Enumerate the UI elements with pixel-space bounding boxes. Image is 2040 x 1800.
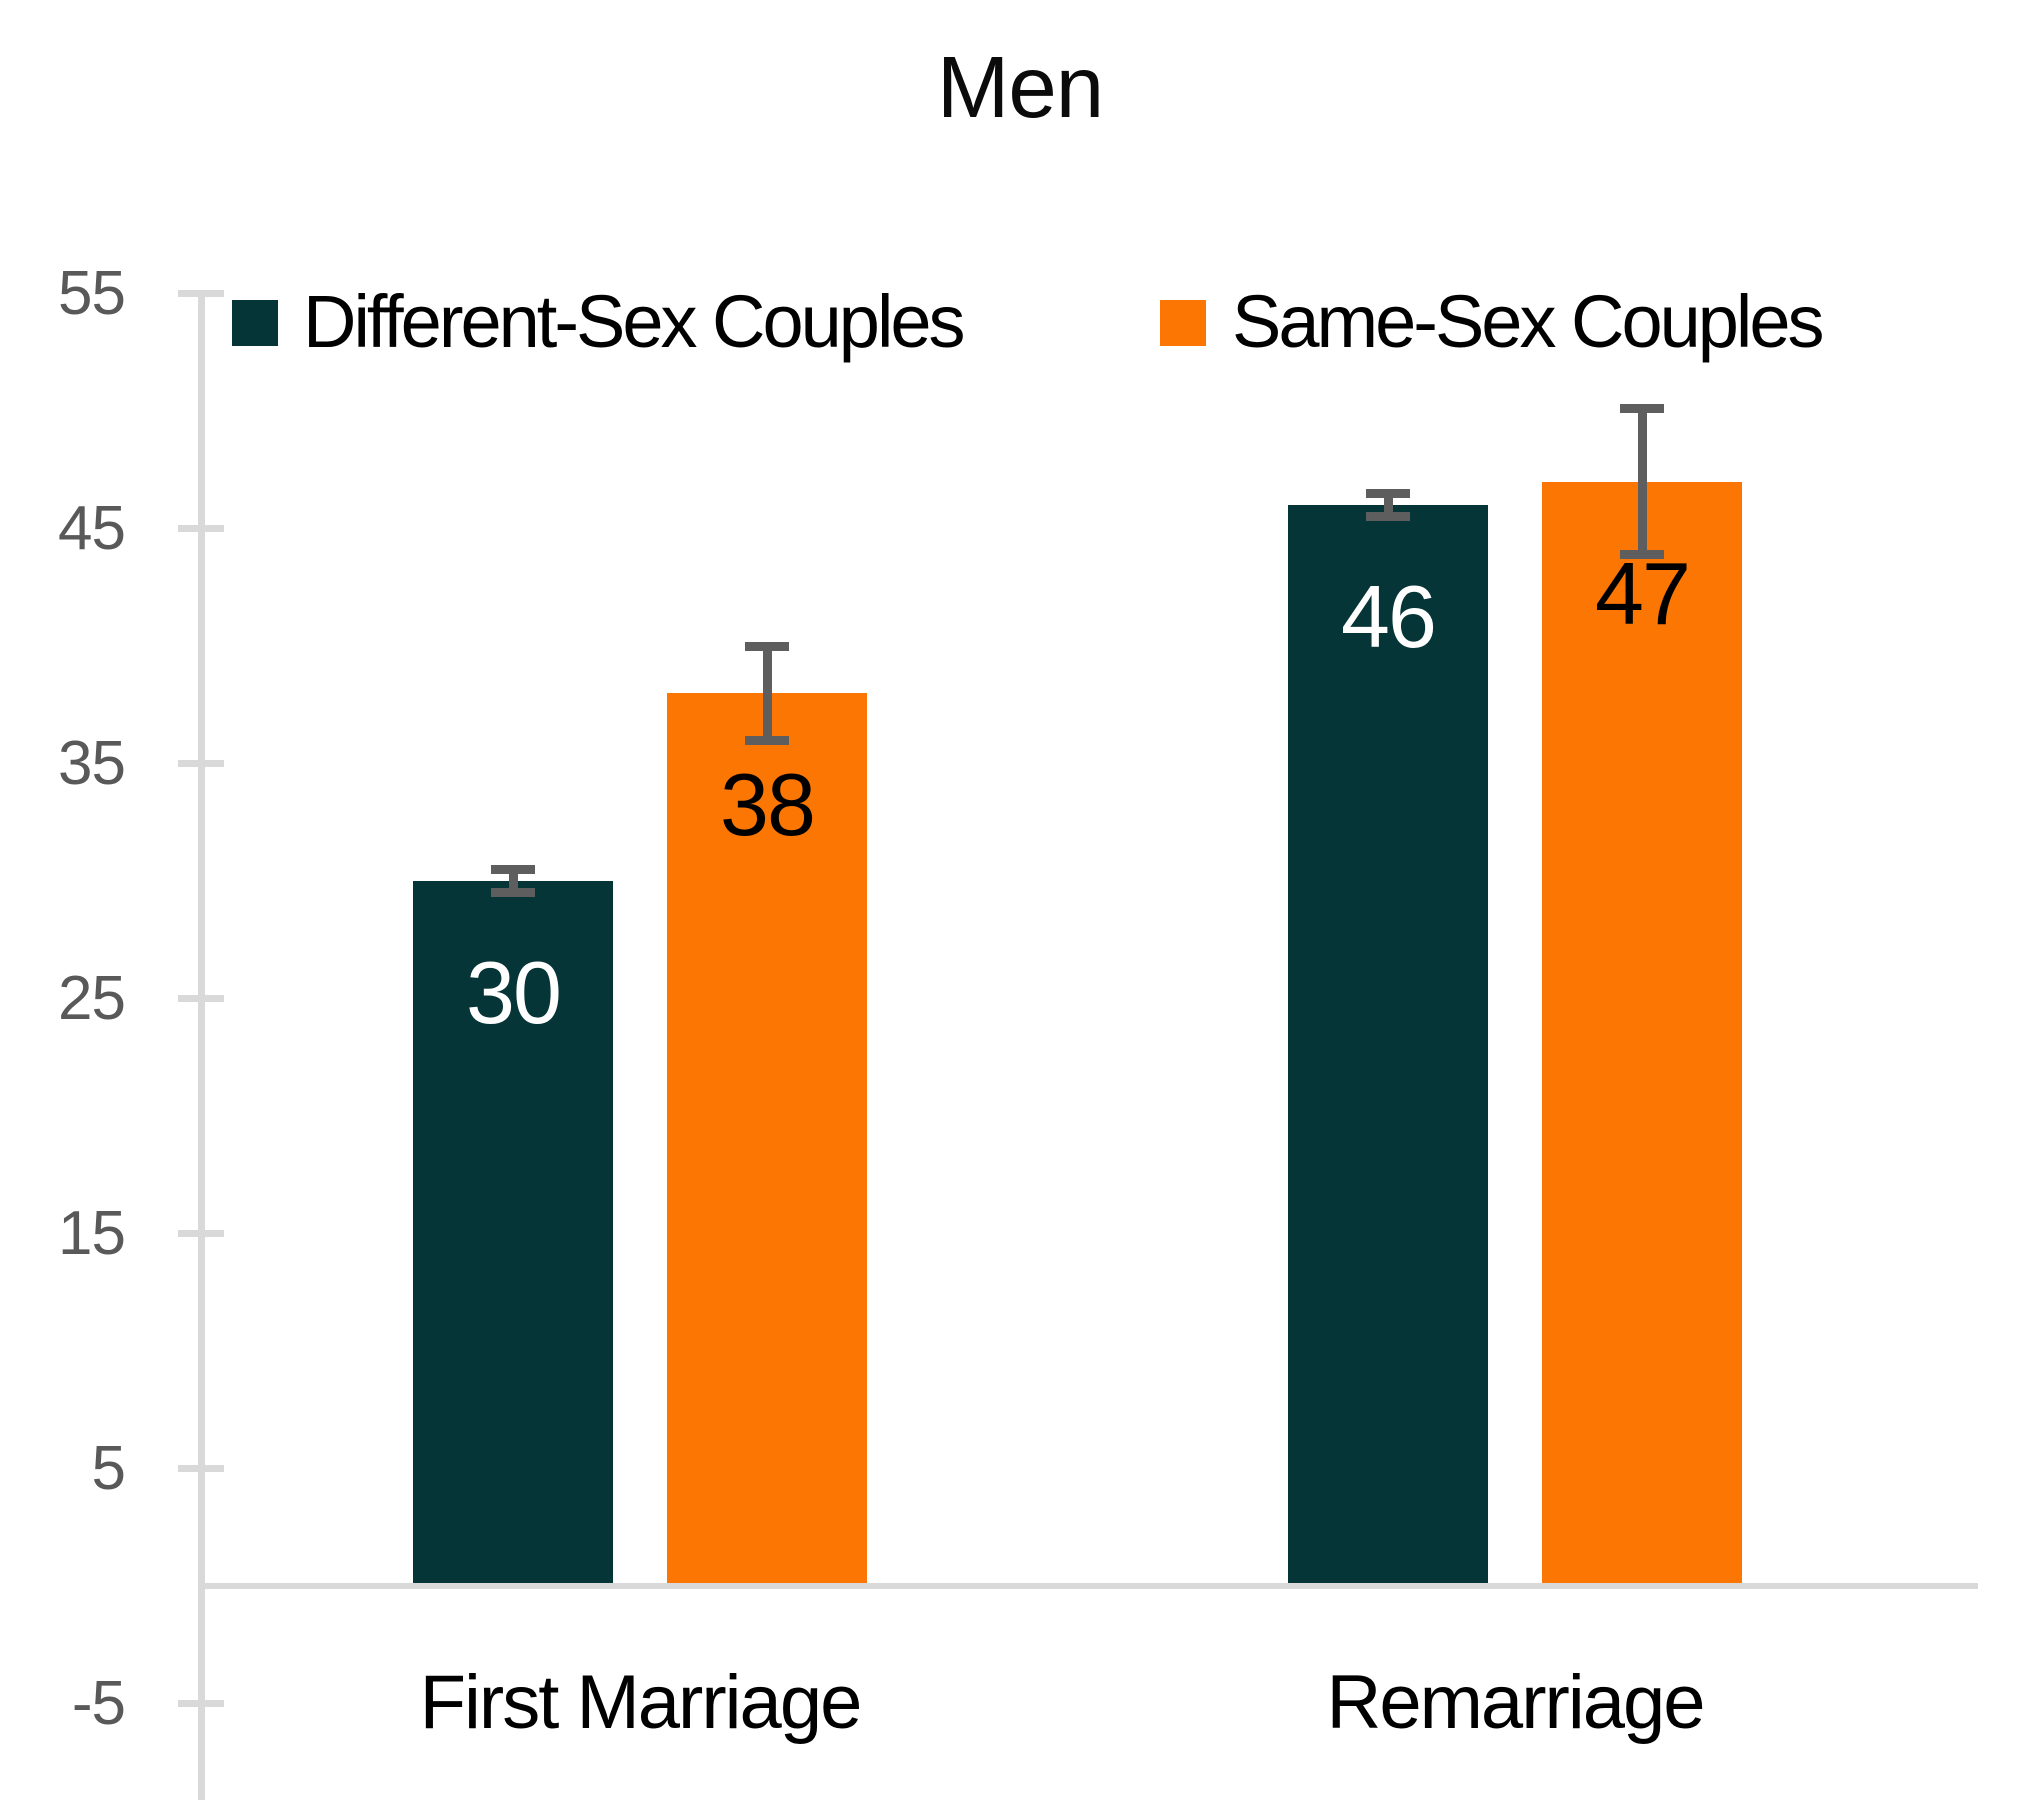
error-bar-cap-top <box>1366 488 1410 498</box>
y-axis-tick-label: 25 <box>58 963 126 1033</box>
error-bar-cap-bottom <box>1366 512 1410 522</box>
error-bar-cap-top <box>745 641 789 651</box>
error-bar-cap-bottom <box>491 888 535 898</box>
bar-value-label: 46 <box>1341 567 1437 666</box>
y-axis-tick <box>178 995 224 1002</box>
error-bar-line <box>1637 408 1647 555</box>
y-axis-tick <box>178 1700 224 1707</box>
error-bar-line <box>1383 493 1393 517</box>
error-bar-cap-top <box>1620 404 1664 414</box>
error-bar-line <box>508 869 518 893</box>
error-bar-line <box>762 646 772 740</box>
y-axis-tick <box>178 1465 224 1472</box>
error-bar-cap-top <box>491 864 535 874</box>
bar-different-sex-couples-first-marriage <box>413 881 613 1586</box>
y-axis-tick-label: -5 <box>71 1668 126 1738</box>
legend-swatch-same-sex-couples <box>1160 300 1206 346</box>
legend-label-different-sex-couples: Different-Sex Couples <box>303 280 966 363</box>
y-axis-tick-label: 15 <box>58 1198 126 1268</box>
y-axis-tick <box>178 525 224 532</box>
category-label-first-marriage: First Marriage <box>419 1660 863 1745</box>
chart-title: Men <box>936 39 1104 136</box>
category-label-remarriage: Remarriage <box>1326 1660 1705 1745</box>
bar-same-sex-couples-remarriage <box>1542 481 1742 1586</box>
legend-label-same-sex-couples: Same-Sex Couples <box>1232 280 1825 363</box>
bar-same-sex-couples-first-marriage <box>667 693 867 1586</box>
bar-value-label: 38 <box>720 755 816 854</box>
error-bar-cap-bottom <box>745 735 789 745</box>
legend-swatch-different-sex-couples <box>232 300 278 346</box>
y-axis-tick <box>178 1230 224 1237</box>
y-axis-tick <box>178 760 224 767</box>
error-bar-cap-bottom <box>1620 549 1664 559</box>
y-axis-tick-label: 35 <box>58 728 126 798</box>
y-axis-tick-label: 55 <box>58 258 126 328</box>
bar-value-label: 30 <box>466 943 562 1042</box>
y-axis-tick-label: 5 <box>91 1433 126 1503</box>
bar-different-sex-couples-remarriage <box>1288 505 1488 1586</box>
bar-value-label: 47 <box>1595 543 1691 643</box>
y-axis-tick-label: 45 <box>58 493 126 563</box>
y-axis-tick <box>178 290 224 297</box>
y-axis-line <box>197 291 205 1800</box>
x-axis-line <box>198 1583 1978 1589</box>
